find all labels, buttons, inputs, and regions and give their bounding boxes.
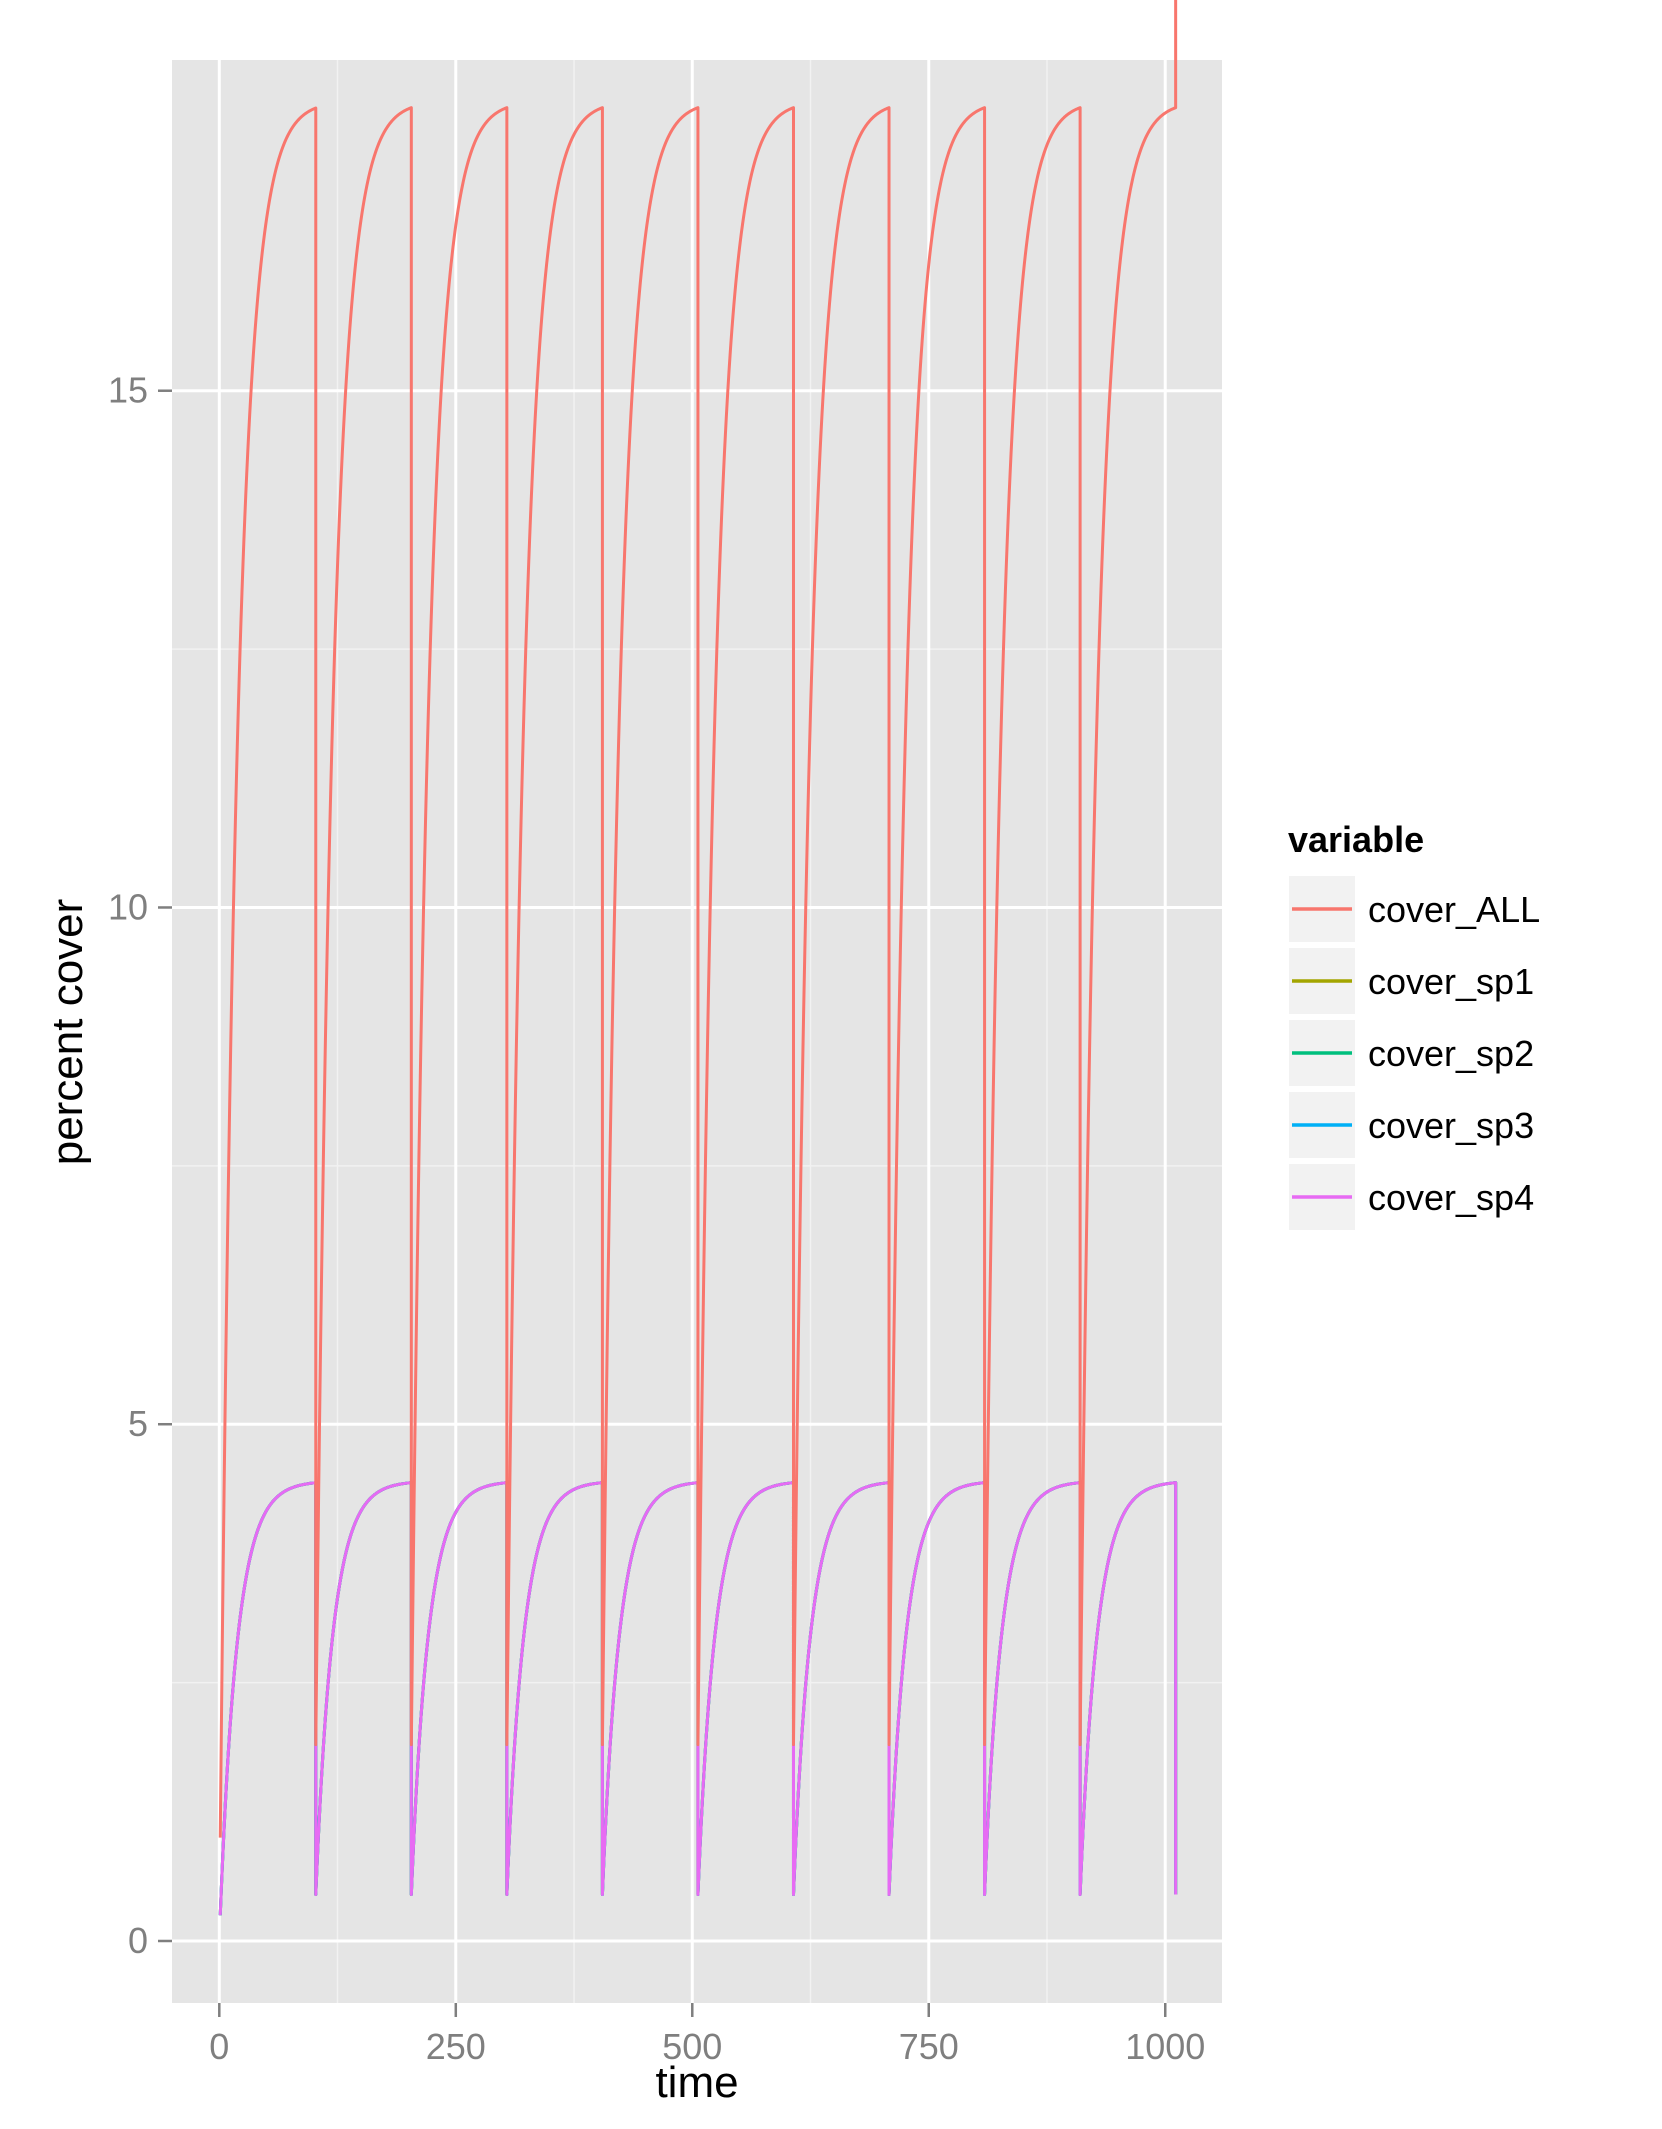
x-tick-label: 750 [899, 2026, 959, 2067]
x-tick-label: 1000 [1125, 2026, 1205, 2067]
y-tick-label: 15 [108, 370, 148, 411]
legend-item-cover-sp1: cover_sp1 [1287, 946, 1534, 1016]
y-tick-label: 0 [128, 1920, 148, 1961]
legend-item-cover-all: cover_ALL [1287, 874, 1540, 944]
legend-item-cover-sp4: cover_sp4 [1287, 1162, 1534, 1232]
legend: variable cover_ALL cover_sp1 cover_sp2cove… [1287, 819, 1540, 1232]
legend-label: cover_sp2 [1368, 1033, 1534, 1074]
legend-title: variable [1288, 819, 1424, 860]
legend-item-cover-sp3: cover_sp3 [1287, 1090, 1534, 1160]
y-tick-label: 5 [128, 1403, 148, 1444]
legend-item-cover-sp2: cover_sp2 [1287, 1018, 1534, 1088]
x-axis-title: time [655, 2058, 738, 2107]
x-tick-label: 500 [662, 2026, 722, 2067]
axes: 0 250 500 750 1000 0 5 10 15 [108, 370, 1205, 2067]
y-axis-title: percent cover [43, 899, 92, 1166]
legend-label: cover_sp4 [1368, 1177, 1534, 1218]
y-tick-label: 10 [108, 886, 148, 927]
series-lines [218, 0, 1178, 1916]
x-tick-label: 250 [426, 2026, 486, 2067]
legend-label: cover_sp3 [1368, 1105, 1534, 1146]
legend-label: cover_ALL [1368, 889, 1540, 930]
legend-label: cover_sp1 [1368, 961, 1534, 1002]
series-line-cover-sp4 [218, 1481, 1178, 1916]
x-tick-label: 0 [209, 2026, 229, 2067]
series-line-cover-all [218, 0, 1178, 1838]
